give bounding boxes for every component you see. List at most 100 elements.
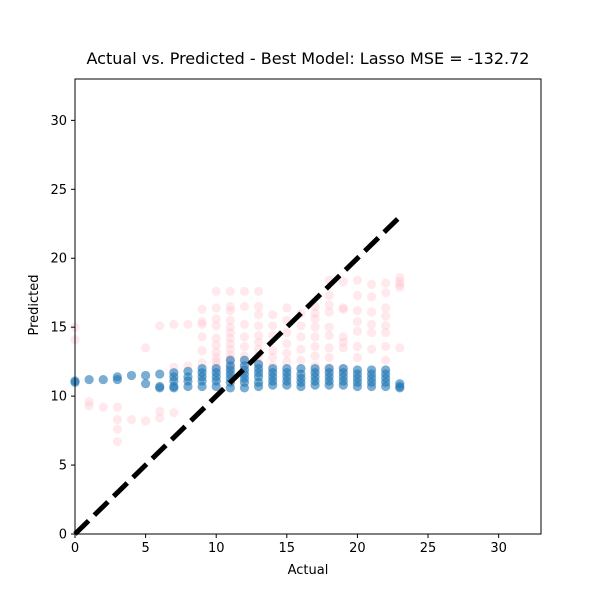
scatter-point [239,301,250,312]
x-axis-label: Actual [288,563,329,578]
scatter-point [282,328,292,338]
scatter-point [84,374,94,385]
y-tick-label: 0 [59,528,67,543]
points-layer [70,272,405,447]
scatter-point [211,381,221,392]
scatter-point [324,352,334,363]
scatter-point [211,321,221,331]
scatter-point [155,321,165,331]
scatter-point [141,370,151,381]
scatter-point [324,330,334,341]
scatter-point [395,279,405,290]
scatter-point [253,321,264,331]
scatter-point [352,326,363,336]
scatter-point [310,314,320,324]
scatter-point [324,300,334,310]
scatter-point [282,357,292,367]
scatter-point [352,290,363,301]
scatter-point [197,381,207,392]
scatter-point [338,303,348,313]
scatter-point [268,380,278,390]
scatter-point [310,380,320,390]
scatter-point [84,401,94,411]
scatter-point [253,337,264,347]
y-tick-label: 5 [59,459,67,474]
y-tick-label: 10 [50,390,67,405]
scatter-point [197,319,207,330]
scatter-point [282,339,292,349]
scatter-point [338,277,348,287]
scatter-point [98,374,108,385]
scatter-point [324,322,334,332]
scatter-point [395,272,405,283]
scatter-point [169,408,179,418]
scatter-point [197,346,207,356]
scatter-point [381,303,391,313]
scatter-point [282,303,292,313]
scatter-point [239,341,250,352]
scatter-point [239,383,250,393]
scatter-point [84,397,94,407]
scatter-point [310,332,320,342]
scatter-point [366,292,377,302]
scatter-point [211,347,221,357]
scatter-point [324,380,334,390]
scatter-point [225,339,235,349]
scatter-point [211,286,221,296]
scatter-point [141,416,151,426]
scatter-point [211,314,221,324]
scatter-point [352,306,363,316]
scatter-point [324,290,334,301]
scatter-point [225,306,235,316]
scatter-point [155,413,165,423]
scatter-point [395,343,405,353]
scatter-point [253,301,264,312]
scatter-point [366,279,377,290]
scatter-point [381,341,391,352]
scatter-point [381,328,391,338]
scatter-point [155,406,165,416]
scatter-point [211,352,221,363]
plot-frame [74,78,542,535]
scatter-point [268,321,278,331]
scatter-point [225,322,235,332]
scatter-point [112,374,122,385]
scatter-point [366,381,377,392]
scatter-point [155,369,165,379]
scatter-point [253,330,264,341]
scatter-point [381,311,391,321]
scatter-point [112,414,122,425]
scatter-point [324,307,334,317]
scatter-point [381,355,391,365]
scatter-point [310,351,320,361]
scatter-point [366,307,377,317]
scatter-point [112,424,122,434]
scatter-series-0 [70,272,405,447]
scatter-point [253,381,264,392]
scatter-point [197,317,207,327]
scatter-point [126,414,137,425]
scatter-point [268,310,278,320]
scatter-point [197,332,207,342]
x-tick-label: 30 [490,541,507,556]
scatter-point [183,381,193,392]
scatter-point [352,317,363,327]
scatter-point [268,352,278,363]
scatter-point [395,277,405,287]
scatter-point [141,343,151,353]
scatter-point [381,381,391,392]
scatter-point [338,380,348,390]
scatter-point [324,343,334,353]
scatter-point [338,337,348,347]
scatter-point [169,383,179,393]
reference-line-layer [73,215,402,536]
scatter-point [381,321,391,331]
scatter-point [239,319,250,330]
x-tick-label: 10 [208,541,225,556]
scatter-point [352,381,363,392]
scatter-point [126,370,137,381]
scatter-point [225,333,235,343]
scatter-point [366,328,377,338]
